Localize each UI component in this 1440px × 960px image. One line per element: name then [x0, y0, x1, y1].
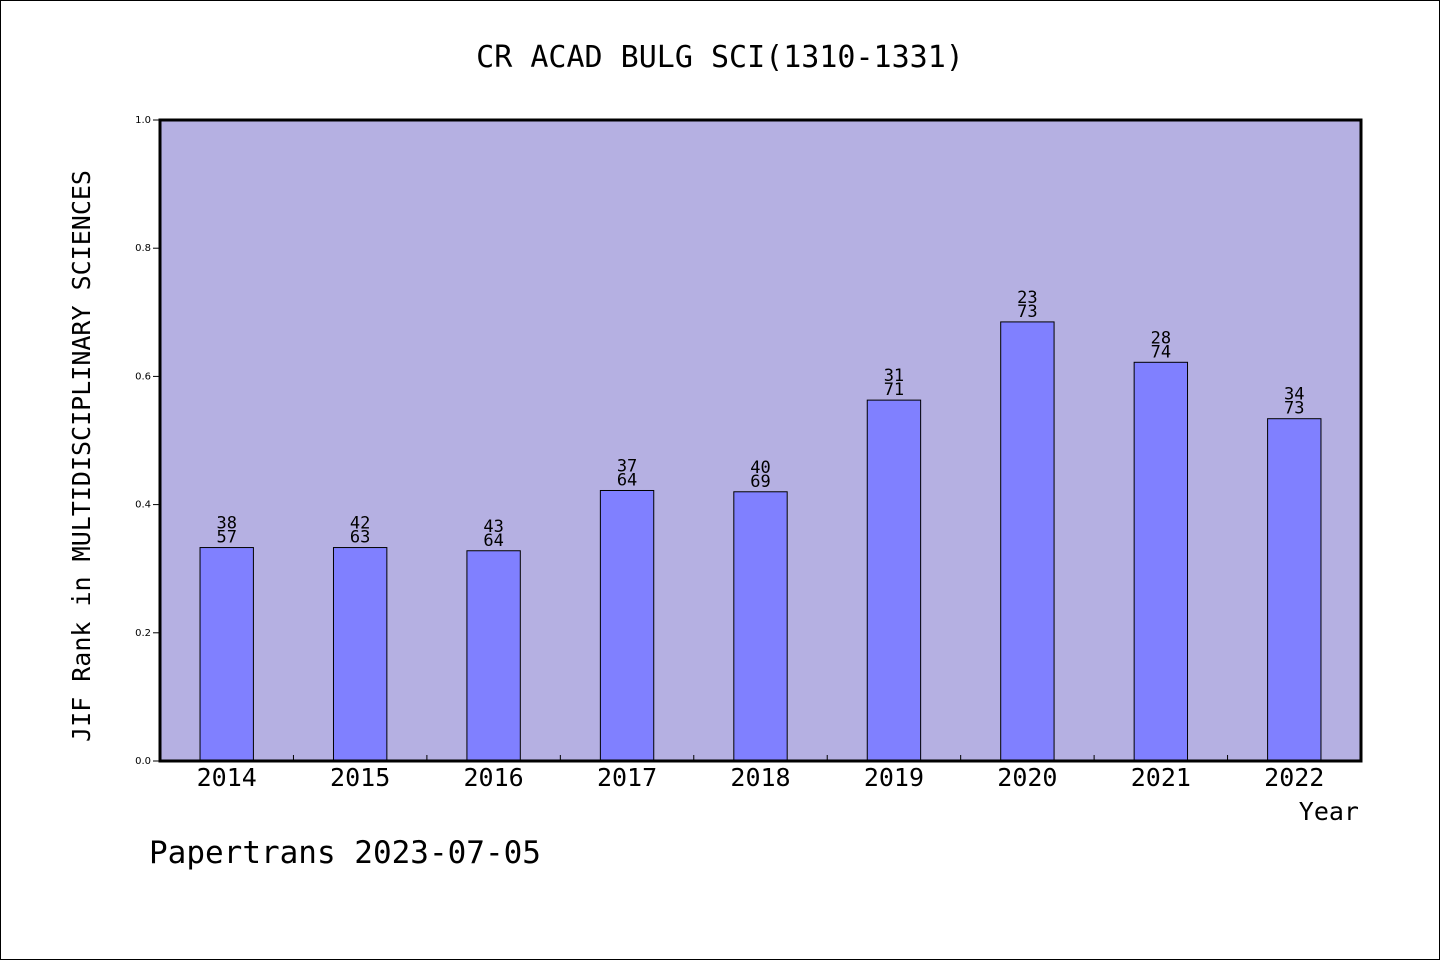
y-tick-label: 0.6	[135, 371, 151, 382]
bar-2016	[466, 550, 521, 762]
bar-label-total: 57	[216, 528, 236, 548]
bar-label-rank: 43	[483, 517, 503, 537]
bar-2017	[599, 489, 655, 762]
bar-2014	[199, 547, 254, 762]
y-axis-label: JIF Rank in MULTIDISCIPLINARY SCIENCES	[67, 170, 96, 742]
bar-label-rank: 23	[1017, 288, 1037, 308]
bar-label-total: 64	[483, 531, 503, 551]
plot-border	[158, 118, 1363, 763]
x-tick-label: 2022	[1264, 763, 1324, 792]
y-tick-label: 0.2	[135, 628, 151, 639]
y-tick-label: 1.0	[135, 115, 151, 126]
bar-label-rank: 37	[617, 456, 637, 476]
y-tick-label: 0.0	[135, 756, 151, 767]
bar-label-total: 74	[1151, 342, 1171, 362]
x-axis-ticks: 2014 2015 2016 2017 2018 2019 2020 2021 2022	[197, 755, 1324, 792]
bar-2022	[1267, 418, 1322, 762]
footer-text: Papertrans 2023-07-05	[149, 835, 541, 871]
y-tick-label: 0.4	[135, 500, 151, 511]
bar-2015	[332, 547, 388, 762]
chart-title: CR ACAD BULG SCI(1310-1331)	[476, 40, 964, 75]
bar-label-rank: 42	[350, 514, 370, 534]
bar-2018	[733, 491, 788, 762]
bar-2020	[1000, 321, 1055, 762]
x-tick-label: 2019	[864, 763, 924, 792]
x-tick-label: 2020	[997, 763, 1057, 792]
x-tick-label: 2021	[1131, 763, 1191, 792]
bar-label-rank: 38	[216, 514, 236, 534]
x-tick-label: 2016	[464, 763, 524, 792]
bar-label-total: 71	[884, 380, 904, 400]
bars-group	[199, 321, 1322, 762]
y-axis-ticks: 0.0 0.2 0.4 0.6 0.8 1.0	[135, 115, 160, 767]
bar-2021	[1133, 361, 1189, 762]
bar-label-rank: 28	[1151, 328, 1171, 348]
bar-label-rank: 40	[750, 458, 770, 478]
bar-label-total: 64	[617, 470, 637, 490]
bar-label-total: 69	[750, 472, 770, 492]
x-tick-label: 2015	[330, 763, 390, 792]
bar-label-total: 73	[1017, 302, 1037, 322]
y-tick-label: 0.8	[135, 243, 151, 254]
bar-label-rank: 31	[884, 366, 904, 386]
x-tick-label: 2018	[730, 763, 790, 792]
x-tick-label: 2014	[197, 763, 257, 792]
bar-label-rank: 34	[1284, 385, 1304, 405]
bar-label-total: 63	[350, 528, 370, 548]
x-tick-label: 2017	[597, 763, 657, 792]
bar-2019	[866, 399, 922, 762]
bar-label-total: 73	[1284, 399, 1304, 419]
x-axis-label: Year	[1299, 797, 1359, 826]
